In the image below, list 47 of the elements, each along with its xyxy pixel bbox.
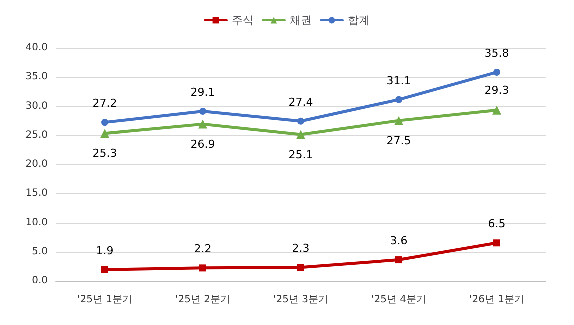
data-label: 29.3 (484, 84, 510, 97)
data-label: 26.9 (190, 138, 216, 151)
y-tick-label: 0.0 (32, 276, 48, 286)
data-label: 25.1 (288, 148, 314, 162)
data-label: 3.6 (390, 234, 408, 248)
point (102, 266, 108, 274)
y-tick-label: 5.0 (32, 246, 48, 258)
point (494, 240, 500, 247)
point (100, 129, 110, 138)
data-label: 27.5 (386, 134, 412, 148)
point (394, 116, 404, 126)
y-tick-label: 15.0 (26, 188, 48, 200)
point (396, 96, 402, 104)
point (492, 106, 502, 115)
point (198, 120, 208, 129)
y-tick-label: 20.0 (26, 159, 48, 170)
x-tick-label: '25년 2분기 (175, 294, 231, 306)
x-tick-label: '26년 1분기 (469, 294, 525, 306)
point (102, 119, 108, 126)
y-tick-label: 40.0 (26, 42, 48, 54)
y-tick-label: 25.0 (26, 130, 48, 141)
point (494, 68, 500, 76)
data-label: 27.2 (92, 97, 118, 110)
x-tick-label: '25년 1분기 (77, 294, 133, 306)
point (396, 256, 402, 264)
data-label: 31.1 (386, 74, 412, 88)
legend-label: 합계 (348, 14, 370, 27)
y-tick-label: 30.0 (26, 100, 48, 112)
point (298, 264, 304, 272)
data-label: 2.3 (292, 242, 310, 256)
data-label: 2.2 (194, 242, 212, 256)
data-label: 1.9 (96, 244, 114, 258)
data-label: 25.3 (92, 147, 118, 160)
point (200, 108, 206, 115)
x-tick-label: '25년 3분기 (273, 294, 329, 306)
point (200, 264, 206, 272)
point (298, 118, 304, 125)
data-label: 35.8 (484, 46, 510, 60)
y-tick-label: 35.0 (26, 72, 48, 83)
x-tick-label: '25년 4분기 (371, 294, 427, 306)
point (296, 130, 306, 140)
y-tick-label: 10.0 (26, 217, 48, 228)
data-label: 6.5 (488, 218, 506, 231)
data-label: 27.4 (288, 96, 314, 109)
legend-label: 채권 (290, 14, 312, 27)
data-label: 29.1 (190, 86, 216, 99)
legend-label: 주식 (232, 14, 254, 27)
